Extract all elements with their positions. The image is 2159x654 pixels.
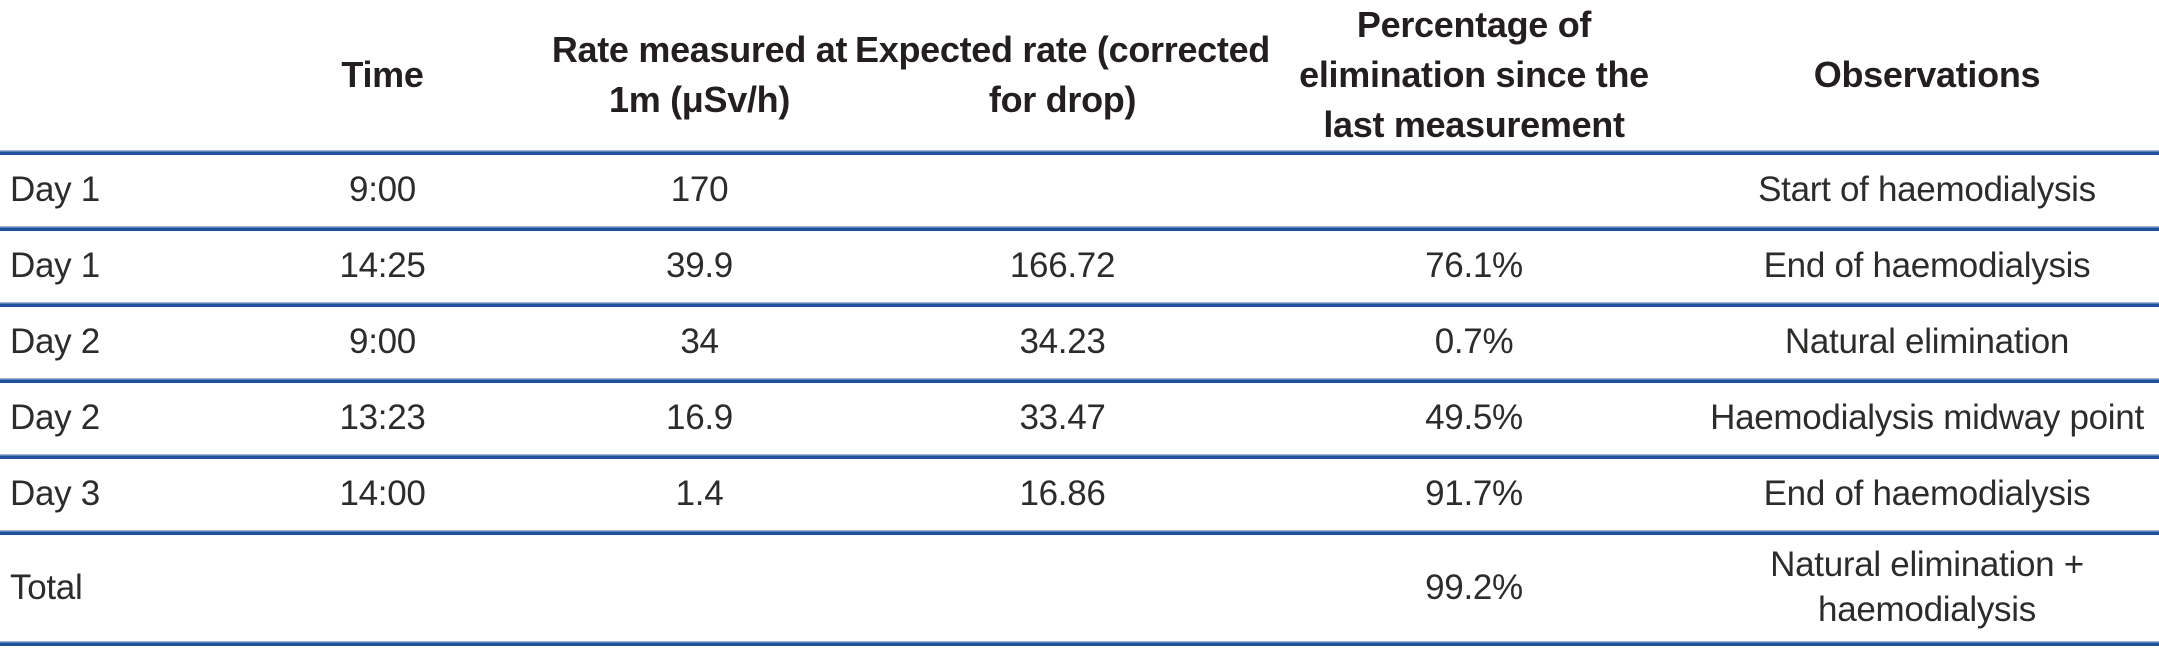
horizontal-rule bbox=[0, 454, 2159, 459]
cell-time: 14:00 bbox=[238, 459, 527, 530]
cell-text: Natural elimination bbox=[1784, 322, 2070, 362]
header-cell-expected-rate: Expected rate (corrected for drop) bbox=[855, 0, 1270, 150]
cell-day: Total bbox=[0, 535, 238, 641]
header-cell-observations: Observations bbox=[1695, 0, 2159, 150]
cell-observations: Natural elimination bbox=[1695, 307, 2159, 378]
cell-time: 14:25 bbox=[238, 231, 527, 302]
cell-percentage: 49.5% bbox=[1253, 383, 1695, 454]
cell-expected-rate: 166.72 bbox=[872, 231, 1253, 302]
cell-observations: Start of haemodialysis bbox=[1695, 155, 2159, 226]
cell-day: Day 3 bbox=[0, 459, 238, 530]
cell-day: Day 1 bbox=[0, 231, 238, 302]
cell-text: 39.9 bbox=[666, 246, 733, 286]
table-total-row: Total 99.2% Natural elimination + haemod… bbox=[0, 535, 2159, 641]
cell-observations: Haemodialysis midway point bbox=[1695, 383, 2159, 454]
cell-time bbox=[238, 535, 527, 641]
cell-expected-rate: 16.86 bbox=[872, 459, 1253, 530]
cell-text: 91.7% bbox=[1425, 474, 1523, 514]
header-cell-percentage: Percentage of elimination since the last… bbox=[1253, 0, 1695, 150]
cell-text: End of haemodialysis bbox=[1763, 474, 2091, 514]
cell-day: Day 2 bbox=[0, 307, 238, 378]
cell-text: 166.72 bbox=[1009, 246, 1116, 286]
cell-text: Day 1 bbox=[10, 170, 100, 210]
cell-rate: 34 bbox=[527, 307, 872, 378]
horizontal-rule bbox=[0, 226, 2159, 231]
cell-percentage: 91.7% bbox=[1253, 459, 1695, 530]
cell-rate: 16.9 bbox=[527, 383, 872, 454]
cell-rate bbox=[527, 535, 872, 641]
cell-text: 33.47 bbox=[1019, 398, 1106, 438]
header-label-percentage: Percentage of elimination since the last… bbox=[1299, 4, 1649, 145]
cell-day: Day 2 bbox=[0, 383, 238, 454]
table-row: Day 2 9:00 34 34.23 0.7% Natural elimina… bbox=[0, 307, 2159, 378]
cell-text: 170 bbox=[670, 170, 729, 210]
horizontal-rule bbox=[0, 378, 2159, 383]
cell-text: 14:00 bbox=[339, 474, 426, 514]
cell-observations: End of haemodialysis bbox=[1695, 231, 2159, 302]
cell-text: Natural elimination + haemodialysis bbox=[1770, 545, 2084, 629]
cell-rate: 1.4 bbox=[527, 459, 872, 530]
cell-expected-rate: 33.47 bbox=[872, 383, 1253, 454]
cell-text: 1.4 bbox=[675, 474, 724, 514]
cell-text: 34 bbox=[680, 322, 719, 362]
cell-text: 13:23 bbox=[339, 398, 426, 438]
cell-percentage bbox=[1253, 155, 1695, 226]
cell-expected-rate: 34.23 bbox=[872, 307, 1253, 378]
cell-observations: Natural elimination + haemodialysis bbox=[1695, 535, 2159, 641]
cell-text: 76.1% bbox=[1425, 246, 1523, 286]
cell-text: Day 2 bbox=[10, 322, 100, 362]
cell-rate: 170 bbox=[527, 155, 872, 226]
table-row: Day 1 14:25 39.9 166.72 76.1% End of hae… bbox=[0, 231, 2159, 302]
cell-text: Day 2 bbox=[10, 398, 100, 438]
table-row: Day 1 9:00 170 Start of haemodialysis bbox=[0, 155, 2159, 226]
table-header-row: Time Rate measured at 1m (μSv/h) Expecte… bbox=[0, 0, 2159, 150]
cell-text: 99.2% bbox=[1425, 567, 1523, 607]
table-row: Day 3 14:00 1.4 16.86 91.7% End of haemo… bbox=[0, 459, 2159, 530]
cell-text: Total bbox=[10, 567, 83, 607]
header-label-observations: Observations bbox=[1813, 54, 2041, 95]
cell-text: 34.23 bbox=[1019, 322, 1106, 362]
cell-text: 9:00 bbox=[349, 322, 416, 362]
cell-percentage: 0.7% bbox=[1253, 307, 1695, 378]
cell-text: 16.9 bbox=[666, 398, 733, 438]
cell-text: 49.5% bbox=[1425, 398, 1523, 438]
cell-percentage: 76.1% bbox=[1253, 231, 1695, 302]
horizontal-rule bbox=[0, 302, 2159, 307]
cell-observations: End of haemodialysis bbox=[1695, 459, 2159, 530]
cell-time: 13:23 bbox=[238, 383, 527, 454]
cell-text: 16.86 bbox=[1019, 474, 1106, 514]
cell-day: Day 1 bbox=[0, 155, 238, 226]
cell-text: Haemodialysis midway point bbox=[1710, 398, 2144, 438]
cell-percentage: 99.2% bbox=[1253, 535, 1695, 641]
cell-time: 9:00 bbox=[238, 307, 527, 378]
horizontal-rule bbox=[0, 641, 2159, 646]
cell-expected-rate bbox=[872, 535, 1253, 641]
cell-text: Day 1 bbox=[10, 246, 100, 286]
horizontal-rule bbox=[0, 150, 2159, 155]
header-label-rate: Rate measured at 1m (μSv/h) bbox=[551, 29, 848, 120]
cell-expected-rate bbox=[872, 155, 1253, 226]
cell-text: Start of haemodialysis bbox=[1758, 170, 2096, 210]
cell-text: 0.7% bbox=[1434, 322, 1514, 362]
cell-rate: 39.9 bbox=[527, 231, 872, 302]
cell-text: Day 3 bbox=[10, 474, 100, 514]
header-cell-rate: Rate measured at 1m (μSv/h) bbox=[527, 0, 872, 150]
cell-text: 9:00 bbox=[349, 170, 416, 210]
cell-time: 9:00 bbox=[238, 155, 527, 226]
cell-text: 14:25 bbox=[339, 246, 426, 286]
cell-text: End of haemodialysis bbox=[1763, 246, 2091, 286]
header-cell-day bbox=[0, 0, 238, 150]
header-cell-time: Time bbox=[238, 0, 527, 150]
table-row: Day 2 13:23 16.9 33.47 49.5% Haemodialys… bbox=[0, 383, 2159, 454]
header-label-time: Time bbox=[341, 54, 424, 95]
header-label-expected-rate: Expected rate (corrected for drop) bbox=[855, 29, 1270, 120]
horizontal-rule bbox=[0, 530, 2159, 535]
